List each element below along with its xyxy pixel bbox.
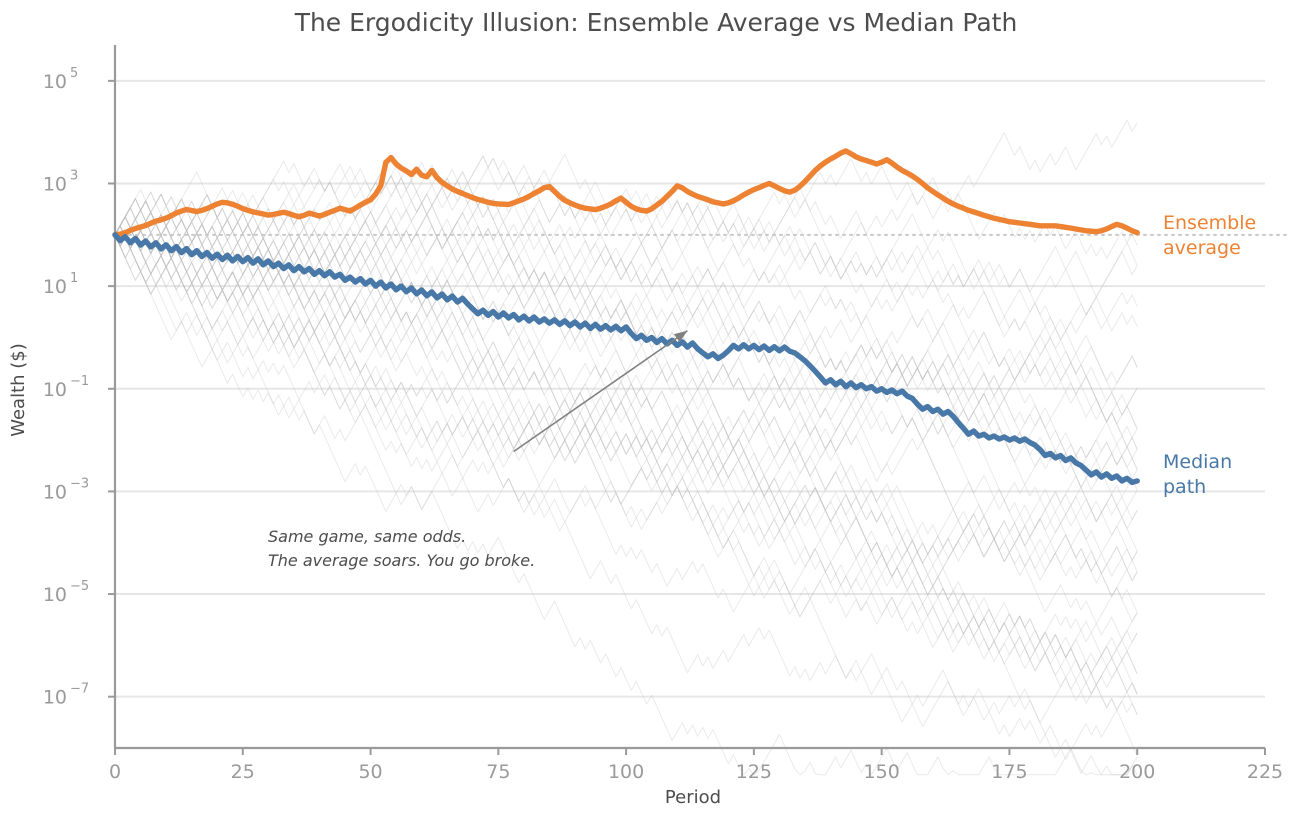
series-path-ensemble — [112, 148, 1140, 238]
y-tick-label: 10 −3 — [43, 476, 89, 503]
annotation-arrow-head — [673, 330, 688, 343]
x-tick-label: 0 — [109, 761, 121, 783]
background-random-walk-paths — [114, 119, 1138, 776]
page-title: The Ergodicity Illusion: Ensemble Averag… — [294, 8, 1018, 37]
x-tick-label: 150 — [864, 761, 900, 783]
y-tick-label: 10 −5 — [43, 579, 89, 606]
series-path-median — [112, 232, 1140, 486]
series-label-median-line2: path — [1163, 476, 1206, 498]
svg-text:−3: −3 — [70, 476, 89, 491]
y-tick-label: 10 −1 — [43, 374, 89, 401]
svg-text:10: 10 — [43, 687, 67, 709]
y-tick-label: 10 1 — [43, 271, 78, 298]
annotation-line-1: Same game, same odds. — [268, 527, 466, 546]
series-label-ensemble-line1: Ensemble — [1163, 212, 1256, 234]
svg-text:−1: −1 — [70, 374, 89, 389]
x-tick-label: 175 — [991, 761, 1027, 783]
svg-text:10: 10 — [43, 379, 67, 401]
svg-text:5: 5 — [70, 66, 78, 81]
svg-text:1: 1 — [70, 271, 78, 286]
axis-spines — [113, 45, 1265, 750]
svg-text:10: 10 — [43, 276, 67, 298]
annotation-line-2: The average soars. You go broke. — [268, 551, 535, 570]
annotation-arrow-line — [513, 330, 688, 453]
series-lines — [112, 148, 1140, 486]
svg-text:−5: −5 — [70, 579, 89, 594]
annotation-arrow — [513, 330, 688, 453]
x-tick-label: 25 — [231, 761, 255, 783]
gridlines — [115, 79, 1265, 698]
svg-text:3: 3 — [70, 169, 78, 184]
series-label-ensemble-line2: average — [1163, 237, 1241, 259]
x-tick-label: 75 — [486, 761, 510, 783]
y-tick-label: 10 5 — [43, 66, 78, 93]
svg-text:10: 10 — [43, 584, 67, 606]
x-tick-label: 125 — [736, 761, 772, 783]
svg-text:10: 10 — [43, 481, 67, 503]
x-tick-label: 200 — [1119, 761, 1155, 783]
x-tick-label: 225 — [1247, 761, 1283, 783]
x-axis-ticks: 0 25 50 75 100 125 150 175 200 225 — [109, 748, 1283, 783]
y-tick-label: 10 3 — [43, 169, 78, 196]
y-tick-label: 10 −7 — [43, 682, 89, 709]
x-tick-label: 100 — [608, 761, 644, 783]
series-label-median-line1: Median — [1163, 451, 1232, 473]
x-tick-label: 50 — [358, 761, 382, 783]
y-axis-label: Wealth ($) — [8, 343, 29, 437]
x-axis-label: Period — [665, 787, 721, 808]
svg-text:10: 10 — [43, 174, 67, 196]
svg-text:−7: −7 — [70, 682, 89, 697]
svg-text:10: 10 — [43, 71, 67, 93]
